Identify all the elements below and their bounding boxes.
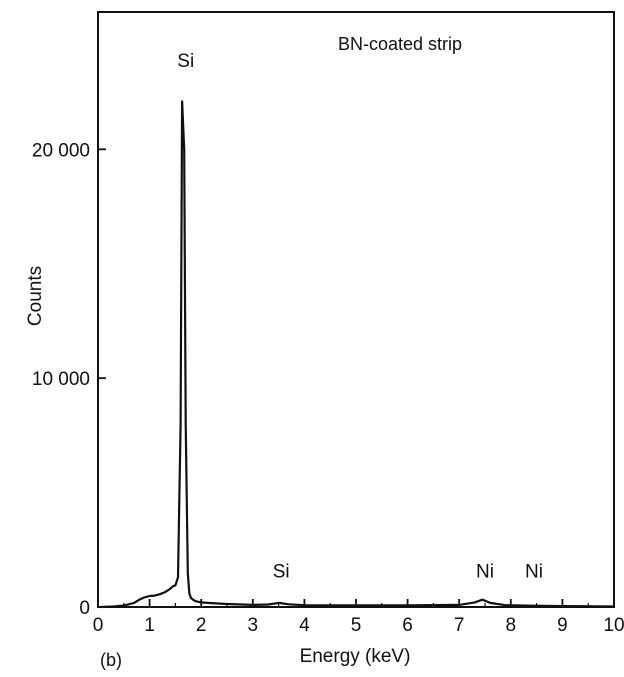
x-tick-labels: 0 1 2 3 4 5 6 7 8 9 10	[93, 615, 624, 636]
y-axis-title: Counts	[25, 266, 46, 326]
x-tick-label: 0	[93, 615, 104, 636]
x-tick-label: 4	[299, 615, 310, 636]
x-tick-label: 9	[557, 615, 568, 636]
peak-label: Si	[273, 561, 290, 582]
x-tick-label: 8	[506, 615, 517, 636]
tick-marks	[97, 148, 615, 608]
panel-label: (b)	[100, 650, 122, 670]
spectrum-line	[100, 100, 615, 609]
peak-label: Si	[177, 51, 194, 72]
plot-frame	[97, 11, 615, 608]
peak-annotations: Si Si Ni Ni	[177, 51, 543, 582]
x-axis-title: Energy (keV)	[300, 646, 411, 667]
x-tick-label: 2	[196, 615, 207, 636]
x-tick-label: 1	[144, 615, 155, 636]
y-tick-labels: 0 10 000 20 000	[32, 140, 90, 619]
peak-label: Ni	[525, 561, 543, 582]
x-tick-label: 6	[402, 615, 413, 636]
x-tick-label: 10	[603, 615, 624, 636]
y-tick-label: 20 000	[32, 140, 90, 161]
x-tick-label: 3	[248, 615, 259, 636]
y-tick-label: 0	[79, 598, 90, 619]
y-tick-label: 10 000	[32, 369, 90, 390]
peak-label: Ni	[476, 561, 494, 582]
x-tick-label: 5	[351, 615, 362, 636]
chart-title: BN-coated strip	[338, 34, 462, 54]
x-tick-label: 7	[454, 615, 465, 636]
